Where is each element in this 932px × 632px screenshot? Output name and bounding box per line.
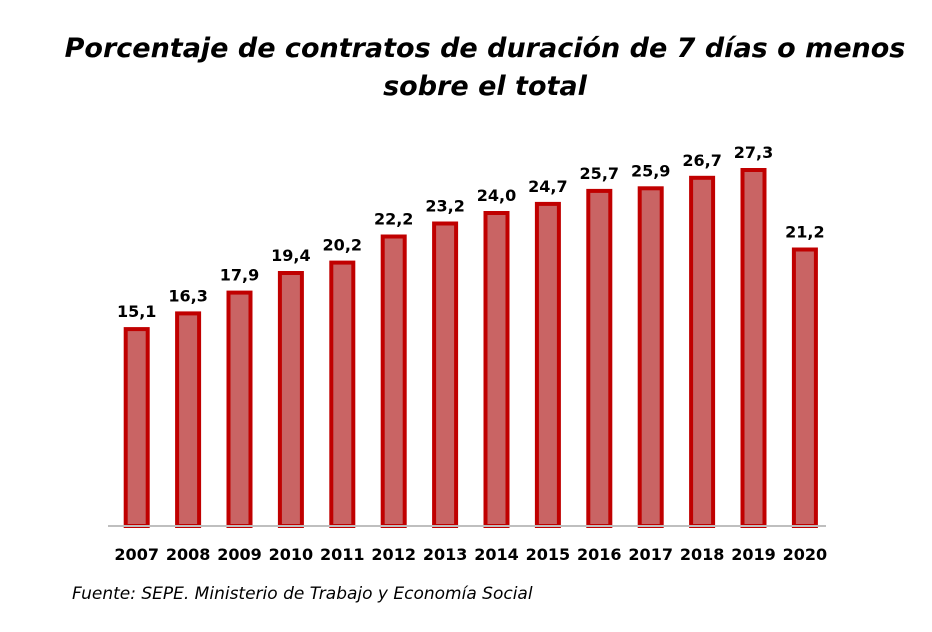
bar-2013	[432, 221, 459, 528]
bar-2010	[277, 271, 304, 528]
bar-2017	[637, 186, 664, 529]
x-tick-label-2009: 2009	[217, 545, 262, 564]
chart-title: Porcentaje de contratos de duración de 7…	[64, 33, 906, 102]
bar-2011	[329, 260, 356, 528]
data-label-2008: 16,3	[168, 286, 207, 305]
bar-2014	[483, 211, 510, 528]
data-label-2019: 27,3	[734, 143, 773, 162]
x-tick-label-2013: 2013	[423, 545, 468, 564]
data-label-2013: 23,2	[425, 197, 464, 216]
data-label-2010: 19,4	[271, 246, 310, 265]
x-tick-label-2008: 2008	[166, 545, 211, 564]
x-tick-labels-group: 2007 2008 2009 2010 2011 2012 2013 2014 2015 2016…	[114, 545, 827, 564]
x-tick-label-2014: 2014	[474, 545, 519, 564]
x-tick-label-2015: 2015	[526, 545, 571, 564]
data-label-2020: 21,2	[785, 223, 824, 242]
x-tick-label-2017: 2017	[628, 545, 673, 564]
x-tick-label-2019: 2019	[731, 545, 776, 564]
x-tick-label-2020: 2020	[783, 545, 828, 564]
bars-group	[123, 168, 818, 529]
source-note: Fuente: SEPE. Ministerio de Trabajo y Ec…	[72, 584, 533, 604]
x-tick-label-2011: 2011	[320, 545, 365, 564]
data-label-2018: 26,7	[682, 151, 721, 170]
bar-2020	[791, 247, 818, 528]
bar-2016	[586, 188, 613, 528]
bar-2015	[534, 201, 561, 528]
x-tick-label-2007: 2007	[114, 545, 159, 564]
x-tick-label-2012: 2012	[371, 545, 416, 564]
bar-2018	[689, 175, 716, 529]
data-label-2016: 25,7	[580, 164, 619, 183]
bar-2009	[226, 290, 253, 528]
data-label-2017: 25,9	[631, 161, 670, 180]
data-label-2007: 15,1	[117, 302, 156, 321]
bar-2007	[123, 327, 150, 528]
data-label-2011: 20,2	[323, 236, 362, 255]
bar-2012	[380, 234, 407, 528]
data-label-2012: 22,2	[374, 210, 413, 229]
x-tick-label-2018: 2018	[680, 545, 725, 564]
data-label-2015: 24,7	[528, 177, 567, 196]
data-label-2009: 17,9	[220, 266, 259, 285]
x-tick-label-2010: 2010	[269, 545, 314, 564]
x-tick-label-2016: 2016	[577, 545, 622, 564]
bar-2019	[740, 168, 767, 528]
bar-2008	[175, 311, 202, 528]
data-label-2014: 24,0	[477, 186, 516, 205]
data-labels-group: 15,1 16,3 17,9 19,4 20,2 22,2 23,2 24,0 24,7 25,7…	[117, 143, 825, 321]
